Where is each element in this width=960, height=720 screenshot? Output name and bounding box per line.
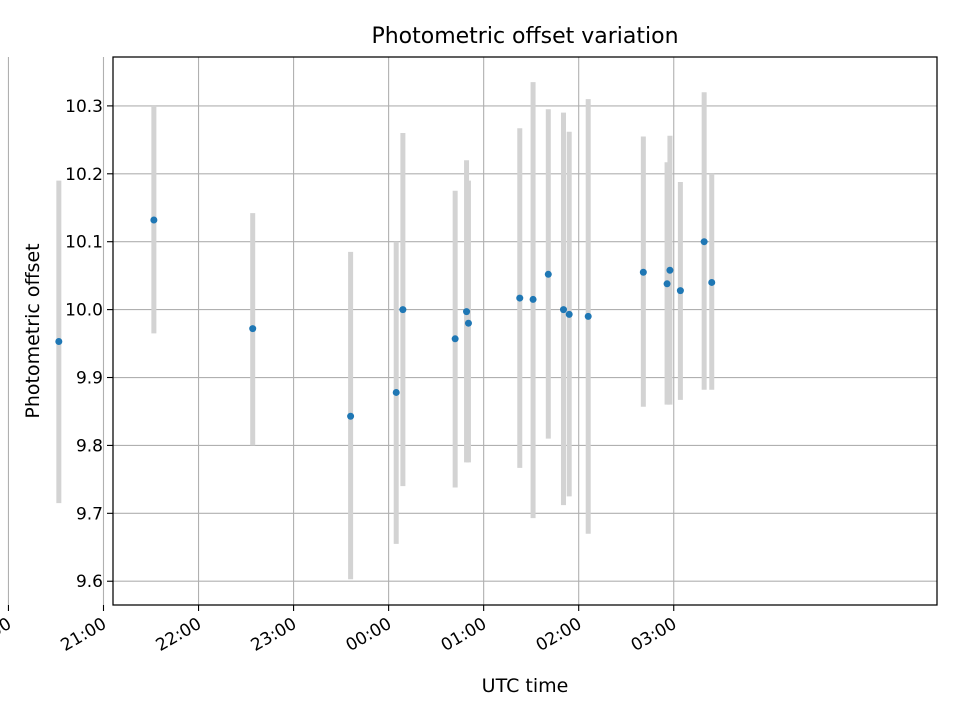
data-point	[565, 310, 573, 318]
data-point	[249, 325, 257, 333]
data-points	[55, 216, 716, 420]
y-tick-label: 9.9	[76, 369, 103, 389]
grid	[7, 57, 937, 605]
y-axis-label: Photometric offset	[22, 243, 44, 418]
data-point	[516, 294, 524, 302]
y-tick-label: 10.3	[65, 97, 103, 117]
data-point	[559, 306, 567, 314]
y-tick-label: 9.8	[76, 436, 103, 456]
data-point	[708, 278, 716, 286]
y-tick-label: 10.2	[65, 165, 103, 185]
data-point	[464, 319, 472, 327]
plot-area	[113, 57, 937, 605]
y-tick-label: 9.6	[76, 572, 103, 592]
data-point	[666, 266, 674, 274]
data-point	[584, 312, 592, 320]
data-point	[700, 238, 708, 246]
data-point	[55, 338, 63, 346]
chart-title: Photometric offset variation	[371, 24, 678, 49]
data-point	[544, 270, 552, 278]
data-point	[347, 412, 355, 420]
y-tick-label: 9.7	[76, 504, 103, 524]
data-point	[463, 308, 471, 316]
data-point	[399, 306, 407, 314]
plot-frame	[112, 56, 938, 606]
data-point	[676, 287, 684, 295]
data-point	[529, 295, 537, 303]
data-point	[663, 280, 671, 288]
data-point	[639, 268, 647, 276]
data-point	[392, 388, 400, 396]
y-tick-label: 10.1	[65, 233, 103, 253]
y-tick-label: 10.0	[65, 301, 103, 321]
data-point	[451, 335, 459, 343]
x-axis-label: UTC time	[482, 675, 569, 697]
data-point	[150, 216, 158, 224]
